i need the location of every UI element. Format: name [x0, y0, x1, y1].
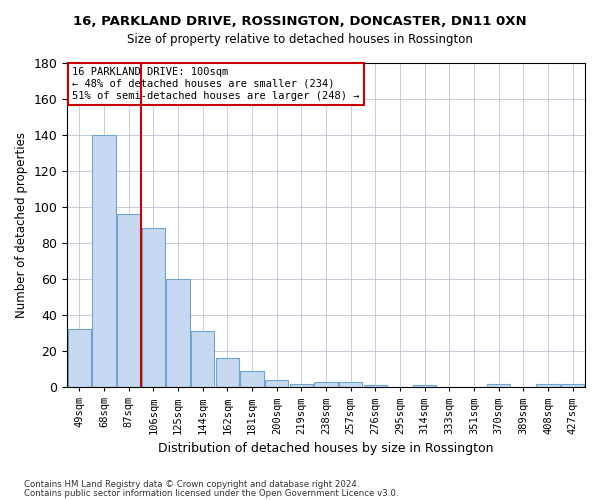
Bar	[413, 386, 436, 387]
Bar	[166, 279, 190, 387]
Y-axis label: Number of detached properties: Number of detached properties	[15, 132, 28, 318]
X-axis label: Distribution of detached houses by size in Rossington: Distribution of detached houses by size …	[158, 442, 494, 455]
Bar	[265, 380, 289, 387]
Bar	[339, 382, 362, 387]
Bar	[241, 371, 264, 387]
Bar	[142, 228, 165, 387]
Bar	[68, 330, 91, 387]
Bar	[536, 384, 560, 387]
Text: Contains public sector information licensed under the Open Government Licence v3: Contains public sector information licen…	[24, 489, 398, 498]
Bar	[290, 384, 313, 387]
Bar	[92, 134, 116, 387]
Text: 16 PARKLAND DRIVE: 100sqm
← 48% of detached houses are smaller (234)
51% of semi: 16 PARKLAND DRIVE: 100sqm ← 48% of detac…	[73, 68, 360, 100]
Bar	[561, 384, 584, 387]
Bar	[216, 358, 239, 387]
Text: 16, PARKLAND DRIVE, ROSSINGTON, DONCASTER, DN11 0XN: 16, PARKLAND DRIVE, ROSSINGTON, DONCASTE…	[73, 15, 527, 28]
Text: Contains HM Land Registry data © Crown copyright and database right 2024.: Contains HM Land Registry data © Crown c…	[24, 480, 359, 489]
Bar	[314, 382, 338, 387]
Bar	[364, 386, 387, 387]
Bar	[487, 384, 511, 387]
Bar	[191, 331, 214, 387]
Bar	[117, 214, 140, 387]
Text: Size of property relative to detached houses in Rossington: Size of property relative to detached ho…	[127, 32, 473, 46]
